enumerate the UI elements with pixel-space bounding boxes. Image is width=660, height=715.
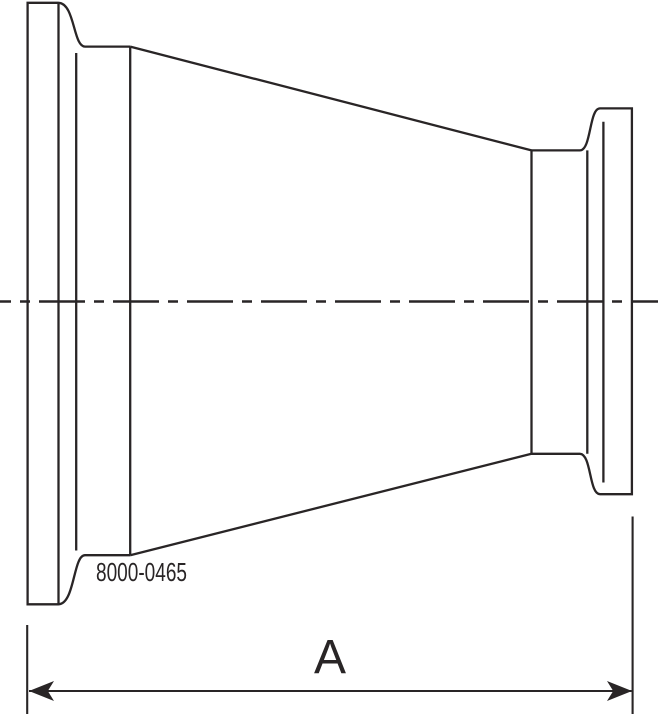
dimension-arrow-right-icon <box>607 681 632 701</box>
cone-bottom-line <box>129 452 532 557</box>
dimension-arrows <box>29 681 632 701</box>
dimension-a-label: A <box>314 631 346 684</box>
left-ferrule-neck-bottom <box>58 554 131 606</box>
dimension-arrow-left-icon <box>29 681 54 701</box>
cone-top-line <box>129 45 532 152</box>
left-ferrule-neck-top <box>58 1 131 48</box>
part-number-label: 8000-0465 <box>96 557 187 587</box>
object-lines <box>26 1 634 606</box>
left-ferrule-face-outline <box>26 1 59 606</box>
drawing-labels: 8000-0465 A <box>96 557 346 684</box>
dimension-lines <box>26 516 634 714</box>
